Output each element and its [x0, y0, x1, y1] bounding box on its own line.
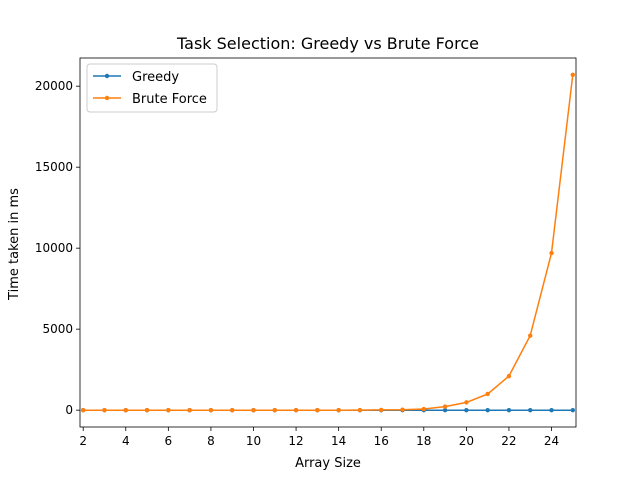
- series-point-1-21: [528, 333, 533, 338]
- series-line-1: [83, 74, 574, 411]
- series-point-1-5: [187, 407, 192, 413]
- y-tick-label: 5000: [42, 322, 73, 336]
- x-tick-label: 14: [331, 434, 346, 448]
- series-point-0-23: [570, 407, 576, 413]
- legend-label-0: Greedy: [132, 70, 179, 85]
- series-point-1-23: [570, 72, 576, 78]
- series-point-1-12: [336, 407, 341, 413]
- y-tick-label: 0: [65, 403, 73, 417]
- legend-marker-1: [104, 95, 110, 101]
- x-tick-label: 18: [416, 434, 431, 448]
- x-tick-label: 12: [288, 434, 303, 448]
- series-point-1-13: [357, 407, 363, 413]
- y-tick-label: 15000: [35, 160, 73, 174]
- series-point-1-17: [442, 404, 448, 409]
- x-axis-label: Array Size: [295, 456, 361, 471]
- series-point-1-19: [485, 391, 490, 397]
- series-point-0-18: [464, 407, 469, 413]
- series-point-1-6: [208, 407, 214, 413]
- y-tick-label: 10000: [35, 241, 73, 255]
- series-point-1-20: [506, 373, 512, 379]
- x-tick-label: 4: [122, 434, 130, 448]
- series-point-1-8: [251, 407, 256, 413]
- series-point-1-4: [166, 407, 171, 413]
- series-point-0-17: [442, 407, 448, 413]
- series-point-0-22: [549, 407, 554, 413]
- plot-frame: [79, 57, 577, 428]
- x-tick-label: 22: [501, 434, 516, 448]
- series-point-1-22: [549, 250, 554, 256]
- x-tick-label: 10: [246, 434, 261, 448]
- x-tick-label: 24: [544, 434, 559, 448]
- y-axis-label: Time taken in ms: [7, 188, 22, 301]
- series-point-0-20: [506, 407, 512, 413]
- series-point-0-21: [528, 407, 533, 413]
- y-tick-label: 20000: [35, 79, 73, 93]
- legend-marker-0: [104, 73, 110, 79]
- series-point-1-7: [230, 407, 235, 413]
- series-point-1-11: [315, 407, 320, 413]
- series-point-1-1: [102, 407, 107, 413]
- x-tick-label: 2: [79, 434, 87, 448]
- legend-label-1: Brute Force: [132, 92, 207, 107]
- x-tick-label: 6: [165, 434, 173, 448]
- chart-title: Task Selection: Greedy vs Brute Force: [176, 34, 479, 53]
- series-point-1-10: [293, 407, 299, 413]
- series-point-1-3: [144, 407, 150, 413]
- legend: Greedy Brute Force: [86, 63, 218, 113]
- series-point-1-9: [272, 407, 277, 413]
- x-tick-label: 20: [459, 434, 474, 448]
- x-tick-label: 8: [207, 434, 215, 448]
- plot-area: [80, 72, 576, 413]
- series-point-1-0: [80, 407, 86, 413]
- series-point-1-18: [464, 400, 469, 405]
- series-point-1-14: [379, 407, 384, 413]
- series-point-1-2: [123, 407, 128, 413]
- series-point-0-19: [485, 407, 490, 413]
- x-tick-label: 16: [374, 434, 389, 448]
- series-point-1-15: [400, 407, 405, 412]
- series-point-1-16: [421, 406, 426, 412]
